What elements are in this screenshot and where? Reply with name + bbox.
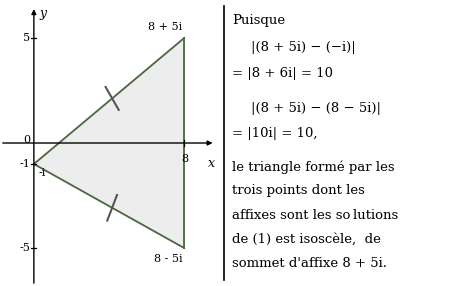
Text: |(8 + 5i) − (8 − 5i)|: |(8 + 5i) − (8 − 5i)| (251, 102, 381, 114)
Text: trois points dont les: trois points dont les (232, 184, 365, 197)
Text: 5: 5 (23, 33, 30, 43)
Polygon shape (34, 38, 184, 248)
Text: y: y (39, 7, 46, 20)
Text: -i: -i (39, 168, 46, 178)
Text: sommet d'affixe 8 + 5i.: sommet d'affixe 8 + 5i. (232, 257, 387, 270)
Text: de (1) est isoscèle,  de: de (1) est isoscèle, de (232, 233, 381, 246)
Text: = |8 + 6i| = 10: = |8 + 6i| = 10 (232, 67, 333, 80)
Text: = |10i| = 10,: = |10i| = 10, (232, 127, 318, 140)
Text: le triangle formé par les: le triangle formé par les (232, 160, 395, 174)
Text: -1: -1 (19, 159, 30, 169)
Text: |(8 + 5i) − (−i)|: |(8 + 5i) − (−i)| (251, 41, 356, 54)
Text: 0: 0 (23, 135, 30, 145)
Text: Puisque: Puisque (232, 14, 285, 27)
Text: 8 + 5i: 8 + 5i (148, 21, 183, 31)
Text: -5: -5 (19, 243, 30, 253)
Text: 8: 8 (181, 154, 188, 164)
Text: 8 - 5i: 8 - 5i (154, 255, 183, 265)
Text: affixes sont les so lutions: affixes sont les so lutions (232, 209, 398, 222)
Text: x: x (208, 157, 215, 170)
